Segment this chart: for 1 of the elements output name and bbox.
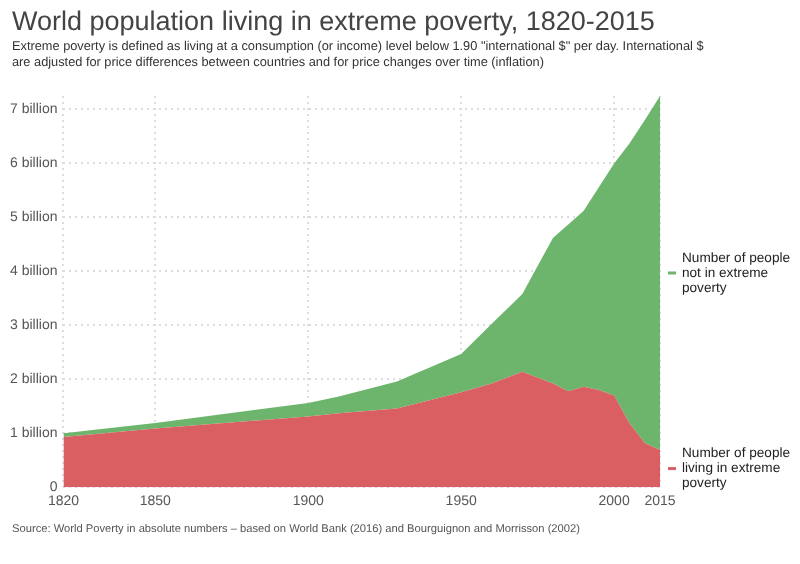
chart-title: World population living in extreme poverty, 1820-2015	[12, 6, 655, 36]
